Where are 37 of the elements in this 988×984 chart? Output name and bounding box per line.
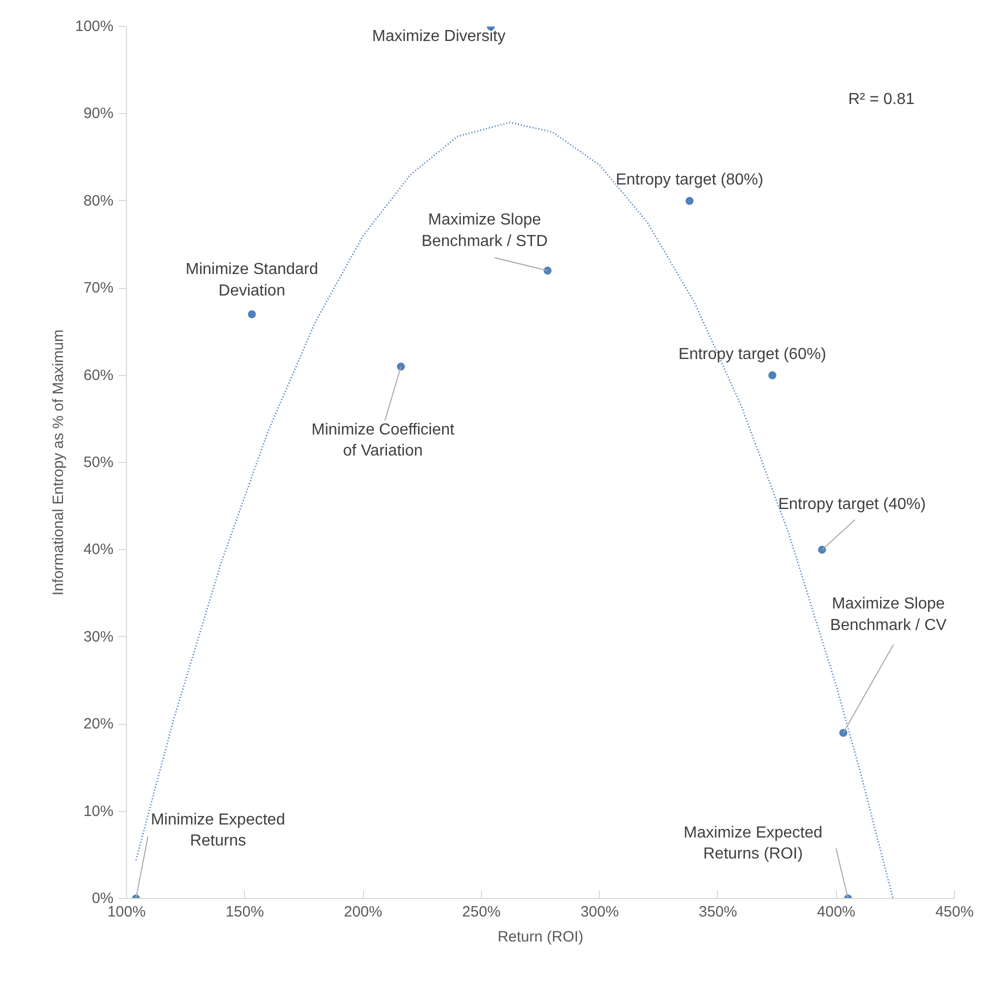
x-tick-label: 300% xyxy=(580,904,619,920)
y-tick-label: 10% xyxy=(83,802,114,820)
point xyxy=(544,266,552,275)
annotation: Maximize Diversity xyxy=(372,28,506,45)
y-tick-label: 60% xyxy=(83,366,114,384)
x-tick-label: 400% xyxy=(817,904,856,920)
x-tick-label: 350% xyxy=(698,904,738,920)
annotation: Maximize Slope Benchmark / STD xyxy=(421,212,548,250)
point xyxy=(686,196,694,205)
point xyxy=(818,546,826,554)
y-tick-label: 100% xyxy=(75,18,114,35)
y-tick-label: 80% xyxy=(83,192,114,210)
y-tick-label: 50% xyxy=(83,454,114,471)
annotation: Minimize Coefficient of Variation xyxy=(311,421,455,460)
annotation: Maximize Slope Benchmark / CV xyxy=(830,596,947,634)
x-axis-title: Return (ROI) xyxy=(498,928,584,946)
x-tick-label: 450% xyxy=(935,904,974,920)
annotation: Entropy target (40%) xyxy=(778,496,926,514)
y-tick-label: 40% xyxy=(83,541,114,558)
point xyxy=(396,362,405,371)
y-tick-label: 70% xyxy=(83,280,114,297)
point xyxy=(248,310,256,318)
y-tick-label: 90% xyxy=(83,105,114,122)
y-axis-title: Informational Entropy as % of Maximum xyxy=(50,330,68,596)
annotation: Minimize Expected Returns xyxy=(150,811,286,850)
x-tick-label: 150% xyxy=(226,904,264,920)
annotation: Entropy target (80%) xyxy=(616,171,764,188)
x-tick-label: 250% xyxy=(462,904,501,920)
y-tick-label: 30% xyxy=(83,628,114,646)
annotation: R² = 0.81 xyxy=(848,91,915,108)
x-tick-label: 200% xyxy=(344,904,382,920)
point xyxy=(768,371,776,380)
y-tick-label: 20% xyxy=(83,716,114,733)
annotation: Maximize Expected Returns (ROI) xyxy=(684,824,822,863)
annotation: Entropy target (60%) xyxy=(678,346,826,363)
annotation: Minimize Standard Deviation xyxy=(186,261,318,300)
point xyxy=(839,728,848,737)
